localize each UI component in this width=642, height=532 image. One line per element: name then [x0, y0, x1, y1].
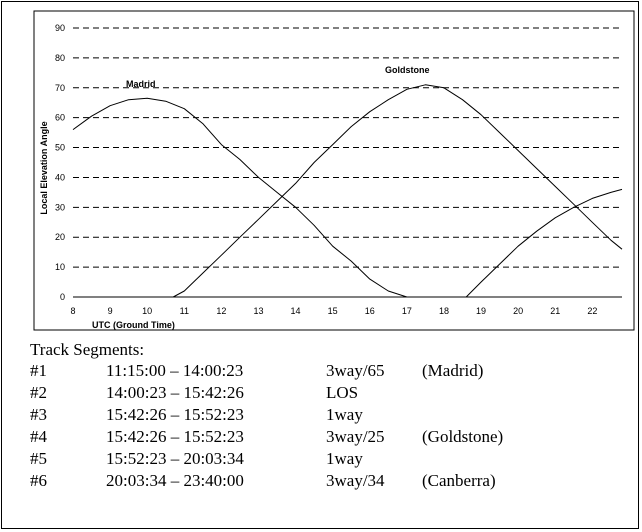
y-tick-label: 0: [60, 292, 65, 302]
segment-row: #2 14:00:23 – 15:42:26 LOS: [30, 382, 590, 404]
madrid-label: Madrid: [126, 79, 156, 89]
elevation-chart: 0 10 20 30 40 50 60 70 80 90 8 9 10 11 12 13 14 15 16 17 18…: [33, 10, 635, 331]
plot-area-border: [33, 10, 635, 331]
segment-id: #6: [30, 471, 47, 490]
y-tick-labels: 0 10 20 30 40 50 60 70 80 90: [55, 23, 65, 302]
y-tick-label: 30: [55, 202, 65, 212]
segment-time-range: 15:52:23 – 20:03:34: [106, 449, 244, 468]
y-tick-label: 70: [55, 83, 65, 93]
x-tick-label: 16: [365, 306, 375, 316]
segment-mode: LOS: [326, 383, 359, 402]
segment-station: [422, 382, 582, 404]
series-line-2: [172, 84, 623, 298]
segment-time-range: 14:00:23 – 15:42:26: [106, 383, 244, 402]
track-segments-title: Track Segments:: [30, 340, 145, 359]
x-tick-label: 8: [70, 306, 75, 316]
segment-station: (Canberra): [422, 471, 496, 490]
segment-id: #4: [30, 427, 47, 446]
segment-mode: 1way: [326, 449, 363, 468]
segment-row: #5 15:52:23 – 20:03:34 1way: [30, 448, 590, 470]
segment-time-range: 15:42:26 – 15:52:23: [106, 405, 244, 424]
segment-row: #6 20:03:34 – 23:40:00 3way/34 (Canberra…: [30, 470, 590, 492]
x-tick-labels: 8 9 10 11 12 13 14 15 16 17 18 19 20 21 22: [70, 306, 597, 316]
y-tick-label: 40: [55, 172, 65, 182]
y-tick-label: 20: [55, 232, 65, 242]
segment-row: #1 11:15:00 – 14:00:23 3way/65 (Madrid): [30, 360, 590, 382]
x-tick-label: 18: [439, 306, 449, 316]
segment-id: #1: [30, 361, 47, 380]
segment-mode: 1way: [326, 405, 363, 424]
series-line-3: [73, 188, 623, 298]
x-axis-title: UTC (Ground Time): [92, 320, 175, 330]
y-gridlines: [73, 27, 622, 268]
x-tick-label: 12: [216, 306, 226, 316]
segment-time-range: 20:03:34 – 23:40:00: [106, 471, 244, 490]
y-tick-label: 50: [55, 143, 65, 153]
segment-station: (Madrid): [422, 361, 484, 380]
segment-row: #4 15:42:26 – 15:52:23 3way/25 (Goldston…: [30, 426, 590, 448]
series-lines: [72, 84, 623, 298]
x-tick-label: 11: [180, 306, 189, 316]
x-tick-label: 20: [513, 306, 523, 316]
track-segments: Track Segments: #1 11:15:00 – 14:00:23 3…: [30, 340, 590, 492]
segment-mode: 3way/65: [326, 361, 385, 380]
segment-id: #5: [30, 449, 47, 468]
x-tick-label: 17: [402, 306, 412, 316]
y-tick-label: 80: [55, 53, 65, 63]
segment-mode: 3way/34: [326, 471, 385, 490]
x-tick-label: 10: [142, 306, 152, 316]
series-line-1: [72, 97, 408, 298]
x-tick-label: 19: [476, 306, 486, 316]
segment-station: (Goldstone): [422, 427, 504, 446]
goldstone-label: Goldstone: [385, 65, 430, 75]
segment-id: #3: [30, 405, 47, 424]
segment-station: [422, 448, 582, 470]
segment-row: #3 15:42:26 – 15:52:23 1way: [30, 404, 590, 426]
y-tick-label: 60: [55, 113, 65, 123]
segment-time-range: 15:42:26 – 15:52:23: [106, 427, 244, 446]
x-tick-label: 9: [108, 306, 113, 316]
segment-station: [422, 404, 582, 426]
y-axis-title: Local Elevation Angle: [39, 121, 49, 214]
x-tick-label: 15: [328, 306, 338, 316]
segment-mode: 3way/25: [326, 427, 385, 446]
x-tick-label: 21: [550, 306, 560, 316]
segment-time-range: 11:15:00 – 14:00:23: [106, 361, 244, 380]
y-tick-label: 10: [55, 262, 65, 272]
segment-id: #2: [30, 383, 47, 402]
x-tick-label: 14: [291, 306, 301, 316]
x-tick-label: 22: [587, 306, 597, 316]
y-tick-label: 90: [55, 23, 65, 33]
x-tick-label: 13: [253, 306, 263, 316]
